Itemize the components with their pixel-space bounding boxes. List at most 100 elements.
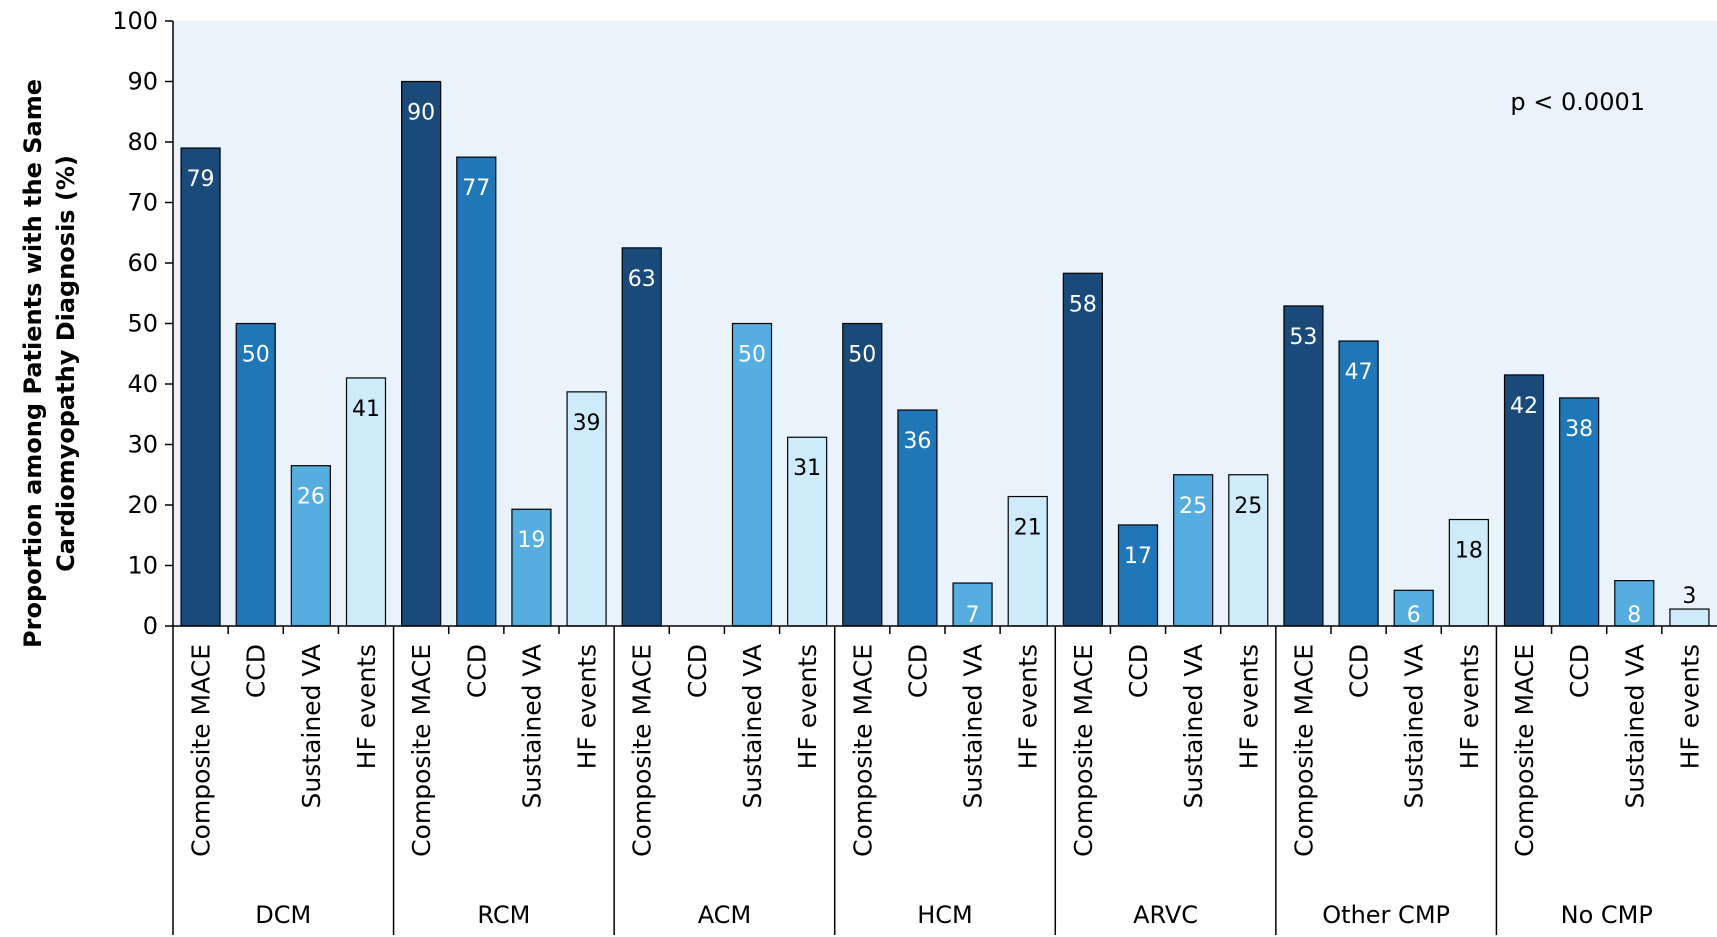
category-label: HF events bbox=[1455, 644, 1484, 769]
bar bbox=[511, 508, 552, 627]
category-label: HF events bbox=[1675, 644, 1704, 769]
bar bbox=[180, 147, 221, 627]
bar bbox=[731, 322, 773, 627]
data-label: 17 bbox=[1124, 544, 1152, 569]
data-label: 53 bbox=[1289, 325, 1317, 350]
category-label: Composite MACE bbox=[848, 644, 877, 857]
bar bbox=[1173, 474, 1214, 627]
y-tick-label: 100 bbox=[112, 7, 158, 35]
category-label: Sustained VA bbox=[1620, 644, 1649, 808]
category-label: Sustained VA bbox=[297, 644, 326, 808]
data-label: 50 bbox=[848, 343, 876, 368]
category-label: HF events bbox=[1014, 644, 1043, 769]
category-label: Sustained VA bbox=[517, 644, 546, 808]
bar bbox=[290, 465, 331, 627]
bar bbox=[1503, 374, 1545, 627]
category-label: Composite MACE bbox=[407, 644, 436, 857]
data-label: 3 bbox=[1682, 584, 1696, 609]
bar bbox=[1559, 397, 1600, 627]
bar bbox=[1338, 340, 1379, 627]
category-label: Sustained VA bbox=[959, 644, 988, 808]
category-label: Composite MACE bbox=[1289, 644, 1318, 857]
data-label: 39 bbox=[573, 411, 601, 436]
y-axis-title-line: Cardiomyopathy Diagnosis (%) bbox=[52, 155, 80, 572]
data-label: 25 bbox=[1234, 494, 1262, 519]
data-label: 63 bbox=[628, 267, 656, 292]
bar bbox=[1228, 474, 1269, 627]
data-label: 38 bbox=[1565, 417, 1593, 442]
bar bbox=[456, 156, 497, 627]
category-label: HF events bbox=[793, 644, 822, 769]
group-label: No CMP bbox=[1561, 901, 1653, 929]
data-label: 50 bbox=[738, 343, 766, 368]
bar bbox=[401, 80, 442, 627]
data-label: 19 bbox=[517, 528, 545, 553]
bar bbox=[566, 391, 607, 627]
category-label: CCD bbox=[903, 644, 932, 698]
y-tick-label: 40 bbox=[127, 370, 158, 398]
group-label: Other CMP bbox=[1322, 901, 1450, 929]
category-label: Composite MACE bbox=[1510, 644, 1539, 857]
y-tick-label: 20 bbox=[127, 491, 158, 519]
group-label: ACM bbox=[698, 901, 751, 929]
data-label: 31 bbox=[793, 456, 821, 481]
category-label: CCD bbox=[1124, 644, 1153, 698]
y-tick-label: 60 bbox=[127, 249, 158, 277]
category-label: HF events bbox=[1234, 644, 1263, 769]
data-label: 8 bbox=[1627, 603, 1641, 628]
category-label: Composite MACE bbox=[187, 644, 216, 857]
bar bbox=[345, 377, 387, 627]
data-label: 7 bbox=[966, 603, 980, 628]
bar bbox=[1448, 518, 1489, 627]
data-label: 26 bbox=[297, 485, 325, 510]
category-label: CCD bbox=[683, 644, 712, 698]
group-label: ARVC bbox=[1133, 901, 1198, 929]
data-label: 41 bbox=[352, 397, 380, 422]
data-label: 58 bbox=[1069, 292, 1097, 317]
category-label: Sustained VA bbox=[738, 644, 767, 808]
data-label: 18 bbox=[1455, 539, 1483, 564]
data-label: 42 bbox=[1510, 394, 1538, 419]
category-label: Sustained VA bbox=[1179, 644, 1208, 808]
data-label: 79 bbox=[187, 167, 215, 192]
category-label: HF events bbox=[573, 644, 602, 769]
group-label: DCM bbox=[255, 901, 311, 929]
group-label: HCM bbox=[917, 901, 973, 929]
data-label: 36 bbox=[903, 429, 931, 454]
y-tick-label: 90 bbox=[127, 68, 158, 96]
category-label: Composite MACE bbox=[628, 644, 657, 857]
bar bbox=[1283, 305, 1324, 627]
y-tick-label: 80 bbox=[127, 128, 158, 156]
y-tick-label: 50 bbox=[127, 310, 158, 338]
data-label: 90 bbox=[407, 101, 435, 126]
data-label: 77 bbox=[462, 176, 490, 201]
y-axis-title: Proportion among Patients with the Same C… bbox=[19, 79, 80, 648]
category-label: CCD bbox=[462, 644, 491, 698]
bar bbox=[1614, 580, 1655, 627]
data-label: 25 bbox=[1179, 494, 1207, 519]
bar bbox=[621, 247, 662, 627]
category-label: Composite MACE bbox=[1069, 644, 1098, 857]
data-label: 50 bbox=[242, 343, 270, 368]
data-label: 47 bbox=[1345, 360, 1373, 385]
category-label: CCD bbox=[1565, 644, 1594, 698]
bar bbox=[235, 322, 276, 627]
data-label: 21 bbox=[1014, 516, 1042, 541]
y-tick-label: 0 bbox=[143, 612, 158, 640]
y-axis-title-line: Proportion among Patients with the Same bbox=[19, 79, 47, 648]
bar bbox=[842, 322, 883, 627]
bar bbox=[1007, 495, 1048, 627]
category-label: CCD bbox=[242, 644, 271, 698]
category-label: Sustained VA bbox=[1400, 644, 1429, 808]
bar bbox=[1117, 524, 1159, 627]
category-label: CCD bbox=[1345, 644, 1374, 698]
y-tick-label: 70 bbox=[127, 189, 158, 217]
bar bbox=[1669, 608, 1710, 627]
data-label: 6 bbox=[1407, 603, 1421, 628]
bar bbox=[1062, 272, 1103, 627]
y-tick-label: 10 bbox=[127, 552, 158, 580]
group-label: RCM bbox=[477, 901, 530, 929]
p-value-annotation: p < 0.0001 bbox=[1510, 88, 1645, 116]
y-tick-label: 30 bbox=[127, 431, 158, 459]
